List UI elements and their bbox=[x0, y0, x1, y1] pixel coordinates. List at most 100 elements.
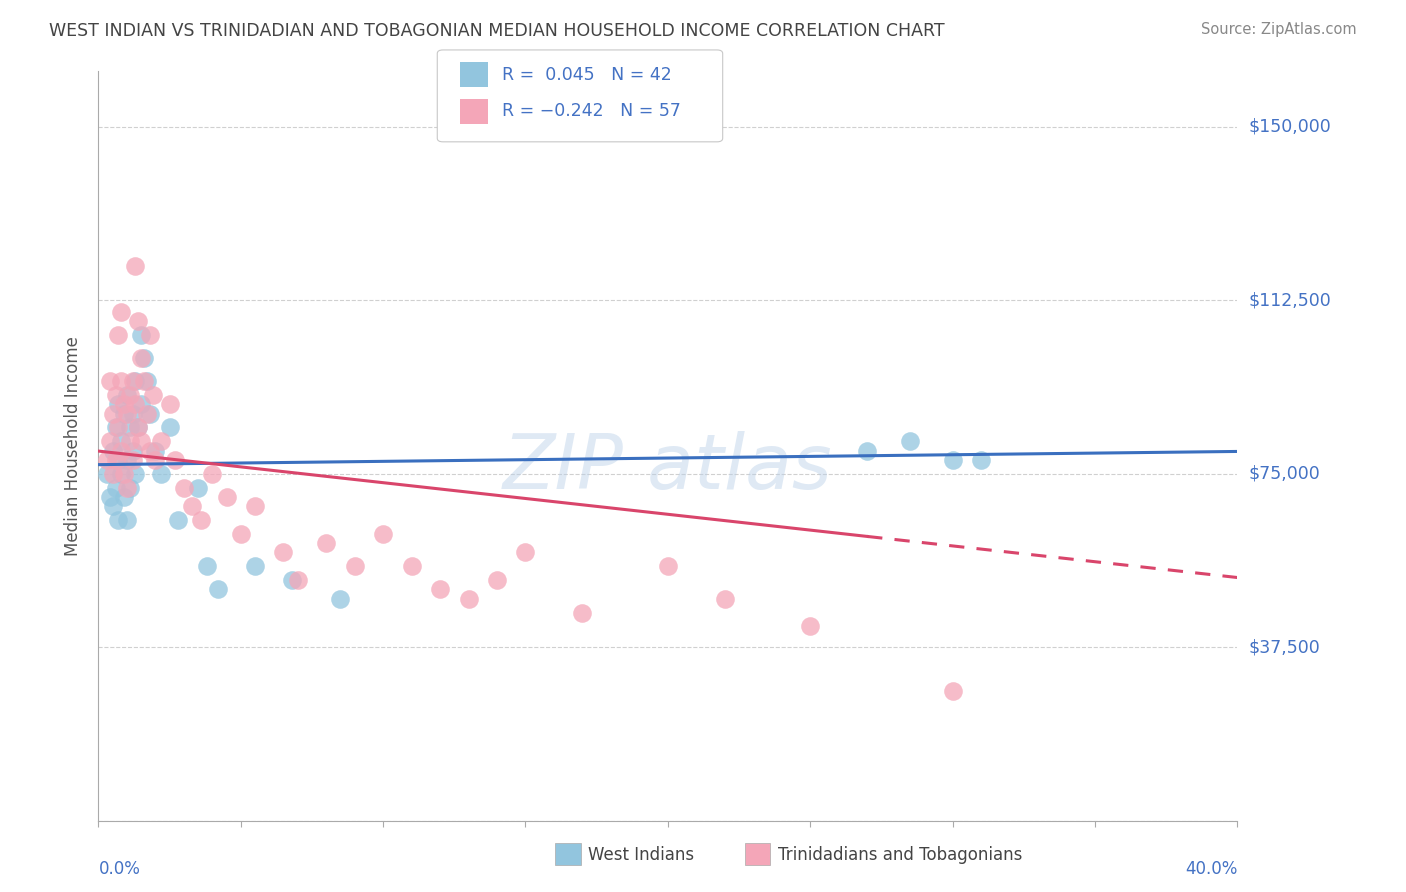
Point bbox=[121, 407, 143, 421]
Point bbox=[273, 545, 295, 559]
Point bbox=[112, 397, 135, 411]
Point bbox=[118, 481, 141, 495]
Point bbox=[110, 443, 132, 458]
Point bbox=[373, 527, 395, 541]
Text: ZIP atlas: ZIP atlas bbox=[503, 432, 832, 506]
Point bbox=[201, 467, 224, 481]
Point bbox=[657, 559, 679, 574]
Text: R =  0.045   N = 42: R = 0.045 N = 42 bbox=[502, 66, 672, 84]
Point bbox=[112, 467, 135, 481]
Point bbox=[96, 467, 118, 481]
Point bbox=[132, 374, 155, 388]
Point bbox=[714, 591, 737, 606]
Point bbox=[329, 591, 352, 606]
Point bbox=[124, 374, 146, 388]
Point bbox=[190, 513, 212, 527]
Point bbox=[129, 397, 152, 411]
Point bbox=[457, 591, 479, 606]
Point bbox=[243, 559, 266, 574]
Text: Trinidadians and Tobagonians: Trinidadians and Tobagonians bbox=[778, 846, 1022, 863]
Text: WEST INDIAN VS TRINIDADIAN AND TOBAGONIAN MEDIAN HOUSEHOLD INCOME CORRELATION CH: WEST INDIAN VS TRINIDADIAN AND TOBAGONIA… bbox=[49, 22, 945, 40]
Point bbox=[150, 467, 173, 481]
Point bbox=[132, 351, 155, 365]
Point bbox=[101, 443, 124, 458]
Text: R = −0.242   N = 57: R = −0.242 N = 57 bbox=[502, 103, 681, 120]
Point bbox=[127, 314, 149, 328]
Point bbox=[287, 573, 309, 587]
Point bbox=[121, 443, 143, 458]
Point bbox=[150, 434, 173, 449]
Text: $150,000: $150,000 bbox=[1249, 118, 1331, 136]
Point bbox=[159, 420, 181, 434]
Point bbox=[138, 407, 160, 421]
Point bbox=[107, 420, 129, 434]
Text: 40.0%: 40.0% bbox=[1185, 860, 1237, 878]
Point bbox=[138, 443, 160, 458]
Point bbox=[121, 374, 143, 388]
Point bbox=[98, 434, 121, 449]
Point bbox=[118, 420, 141, 434]
Point bbox=[124, 259, 146, 273]
Point bbox=[107, 513, 129, 527]
Point bbox=[112, 407, 135, 421]
Point bbox=[135, 374, 157, 388]
Point bbox=[165, 453, 187, 467]
Point bbox=[118, 388, 141, 402]
Point bbox=[187, 481, 209, 495]
Point bbox=[970, 453, 993, 467]
Point bbox=[215, 490, 238, 504]
Point bbox=[115, 513, 138, 527]
Point bbox=[110, 434, 132, 449]
Point bbox=[98, 490, 121, 504]
Point bbox=[429, 582, 451, 597]
Point bbox=[173, 481, 195, 495]
Point bbox=[129, 351, 152, 365]
Point bbox=[118, 434, 141, 449]
Point bbox=[110, 467, 132, 481]
Point bbox=[141, 388, 163, 402]
Point bbox=[101, 407, 124, 421]
Point bbox=[104, 420, 127, 434]
Point bbox=[124, 397, 146, 411]
Point bbox=[110, 305, 132, 319]
Text: West Indians: West Indians bbox=[588, 846, 693, 863]
Point bbox=[138, 328, 160, 343]
Point bbox=[135, 407, 157, 421]
Point bbox=[401, 559, 423, 574]
Point bbox=[115, 388, 138, 402]
Point bbox=[115, 453, 138, 467]
Text: $75,000: $75,000 bbox=[1249, 465, 1320, 483]
Point bbox=[898, 434, 921, 449]
Point bbox=[343, 559, 366, 574]
Text: 0.0%: 0.0% bbox=[98, 860, 141, 878]
Point bbox=[942, 453, 965, 467]
Point bbox=[98, 374, 121, 388]
Point bbox=[127, 420, 149, 434]
Text: $112,500: $112,500 bbox=[1249, 292, 1331, 310]
Point bbox=[515, 545, 537, 559]
Point bbox=[107, 397, 129, 411]
Y-axis label: Median Household Income: Median Household Income bbox=[65, 336, 83, 556]
Point bbox=[181, 499, 204, 513]
Point bbox=[856, 443, 879, 458]
Point bbox=[145, 453, 167, 467]
Point bbox=[127, 420, 149, 434]
Point bbox=[243, 499, 266, 513]
Text: $37,500: $37,500 bbox=[1249, 638, 1320, 657]
Point bbox=[145, 443, 167, 458]
Point bbox=[110, 374, 132, 388]
Point bbox=[101, 467, 124, 481]
Point bbox=[207, 582, 229, 597]
Point bbox=[281, 573, 304, 587]
Point bbox=[104, 388, 127, 402]
Point bbox=[942, 684, 965, 698]
Point bbox=[124, 467, 146, 481]
Point bbox=[571, 606, 593, 620]
Point bbox=[104, 453, 127, 467]
Point bbox=[96, 453, 118, 467]
Point bbox=[315, 536, 337, 550]
Point bbox=[121, 453, 143, 467]
Text: Source: ZipAtlas.com: Source: ZipAtlas.com bbox=[1201, 22, 1357, 37]
Point bbox=[129, 328, 152, 343]
Point bbox=[159, 397, 181, 411]
